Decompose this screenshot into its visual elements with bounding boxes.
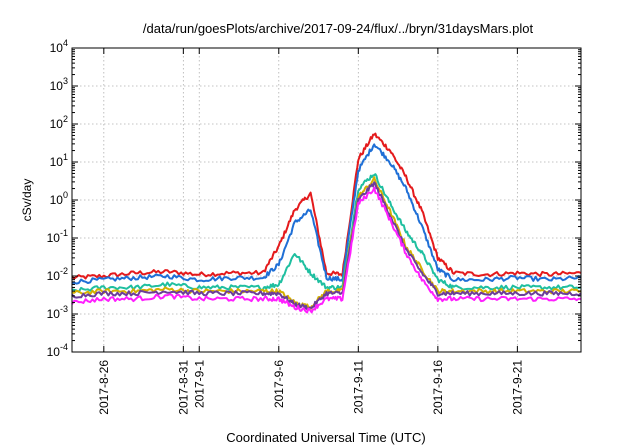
series-line-1 [71, 132, 582, 280]
series-layer [71, 132, 582, 314]
y-tick-label: 10-4 [47, 342, 68, 359]
chart-title: /data/run/goesPlots/archive/2017-09-24/f… [143, 21, 534, 36]
y-axis-label: cSv/day [20, 179, 34, 222]
y-tick-label: 103 [50, 76, 68, 93]
series-line-6 [71, 186, 581, 314]
grid-layer [72, 48, 581, 352]
y-tick-label: 102 [50, 114, 68, 131]
y-tick-label: 10-3 [47, 304, 68, 321]
y-tick-label: 100 [50, 190, 68, 207]
y-tick-layer: 10-4 10-3 10-2 10-1 100 101 102 103 104 [47, 38, 581, 359]
series-line-4 [72, 176, 582, 311]
x-axis-label: Coordinated Universal Time (UTC) [226, 430, 425, 445]
x-tick-label: 2017-9-16 [431, 360, 445, 415]
x-tick-label: 2017-9-11 [351, 360, 365, 414]
y-tick-label: 10-1 [47, 228, 68, 245]
y-tick-label: 104 [50, 38, 68, 55]
x-tick-layer: 2017-8-26 2017-8-31 2017-9-1 2017-9-6 2017-9… [97, 48, 524, 415]
series-line-2 [71, 143, 582, 285]
x-tick-label: 2017-8-26 [97, 360, 111, 415]
y-tick-label: 101 [50, 152, 68, 169]
x-tick-label: 2017-8-31 [176, 360, 190, 415]
series-line-5 [71, 181, 582, 311]
x-tick-label: 2017-9-1 [192, 360, 206, 408]
x-tick-label: 2017-9-21 [510, 360, 524, 415]
y-tick-label: 10-2 [47, 266, 68, 283]
x-tick-label: 2017-9-6 [272, 360, 286, 408]
